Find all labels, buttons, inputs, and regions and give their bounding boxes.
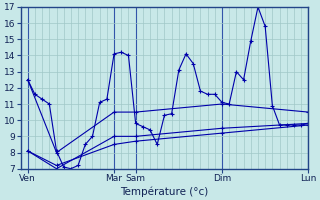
- X-axis label: Température (°c): Température (°c): [120, 186, 209, 197]
